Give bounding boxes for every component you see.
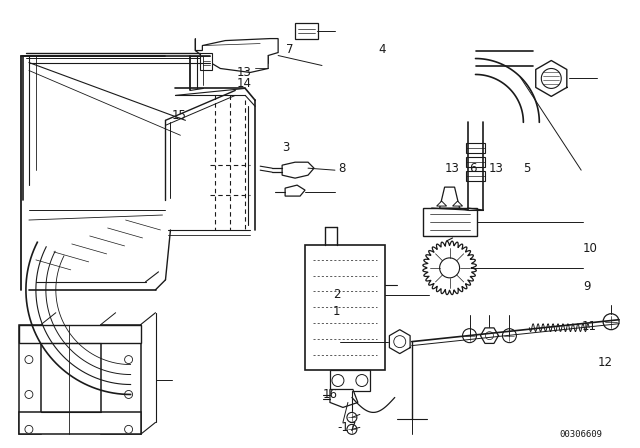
Circle shape [125, 391, 132, 398]
Text: 9: 9 [583, 280, 590, 293]
Polygon shape [285, 185, 305, 196]
Text: 15: 15 [172, 109, 187, 122]
Text: 2: 2 [333, 288, 340, 301]
Circle shape [440, 258, 460, 278]
Circle shape [25, 425, 33, 433]
Text: 00306609: 00306609 [559, 430, 602, 439]
Circle shape [125, 425, 132, 433]
Bar [465, 143, 486, 153]
Circle shape [347, 413, 357, 422]
Polygon shape [330, 370, 370, 392]
Bar [465, 157, 486, 167]
Text: 3: 3 [282, 141, 289, 154]
Text: 12: 12 [598, 356, 612, 369]
Polygon shape [452, 201, 463, 206]
Text: 4: 4 [379, 43, 386, 56]
Text: 16: 16 [323, 388, 337, 401]
Circle shape [463, 329, 477, 343]
Text: -17: -17 [338, 421, 357, 434]
Polygon shape [436, 201, 447, 206]
Polygon shape [200, 52, 212, 70]
Text: 8: 8 [338, 162, 345, 175]
Polygon shape [195, 39, 278, 73]
Text: 11: 11 [582, 320, 596, 333]
Circle shape [125, 356, 132, 364]
Polygon shape [19, 325, 141, 343]
Polygon shape [305, 245, 385, 370]
Polygon shape [19, 413, 141, 435]
Bar [465, 171, 486, 181]
Polygon shape [282, 162, 314, 178]
Polygon shape [422, 208, 477, 236]
Text: 13: 13 [237, 66, 252, 79]
Circle shape [541, 69, 561, 88]
Text: 13: 13 [489, 162, 504, 175]
Circle shape [356, 375, 368, 387]
Circle shape [603, 314, 619, 330]
Circle shape [332, 375, 344, 387]
Circle shape [347, 424, 357, 435]
Polygon shape [295, 23, 318, 39]
Circle shape [25, 391, 33, 398]
Circle shape [502, 329, 516, 343]
Polygon shape [100, 325, 141, 435]
Circle shape [25, 356, 33, 364]
Circle shape [394, 336, 406, 348]
Text: 7: 7 [286, 43, 294, 56]
Text: 1: 1 [333, 305, 340, 318]
Polygon shape [19, 325, 41, 435]
Text: 6: 6 [468, 162, 476, 175]
Text: 14: 14 [237, 77, 252, 90]
Polygon shape [330, 389, 358, 407]
Text: 13: 13 [444, 162, 460, 175]
Text: 10: 10 [583, 242, 598, 255]
Polygon shape [440, 187, 460, 208]
Text: 5: 5 [523, 162, 531, 175]
Circle shape [486, 332, 493, 340]
